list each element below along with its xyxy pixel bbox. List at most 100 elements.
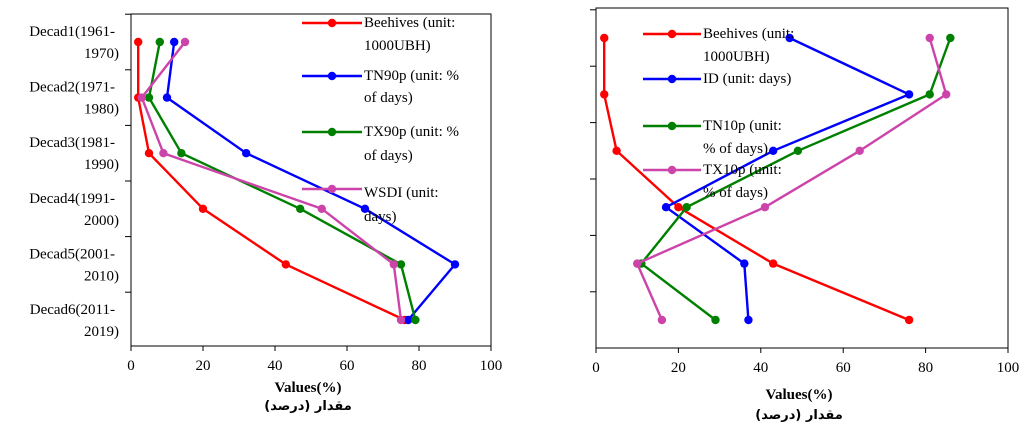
y-category-label-line: Decad4(1991-	[29, 191, 115, 207]
data-point	[711, 315, 720, 325]
data-point	[389, 260, 398, 269]
legend-entry: Beehives (unit: 1000UBH)	[643, 26, 794, 65]
x-tick-label: 40	[753, 360, 768, 376]
data-point	[661, 203, 671, 212]
data-point	[740, 259, 749, 268]
legend-swatch-marker	[667, 29, 677, 39]
legend-label: TN90p (unit: %	[364, 68, 459, 84]
series-1	[600, 33, 914, 325]
legend-label: 1000UBH)	[703, 49, 770, 65]
data-point	[600, 33, 609, 43]
data-point	[925, 33, 934, 43]
data-point	[904, 90, 914, 99]
y-category-label: Decad6(2011- 2019)	[30, 302, 119, 340]
x-tick-label: 0	[127, 358, 135, 374]
legend-label: TN10p (unit:	[703, 118, 782, 134]
data-point	[450, 260, 460, 269]
legend-swatch-marker	[327, 184, 337, 194]
y-category-label-line: 1990)	[84, 157, 119, 173]
legend-label: % of days)	[703, 185, 768, 201]
legend-label: ID (unit: days)	[703, 71, 791, 87]
x-tick-label: 80	[412, 358, 427, 374]
legend-entry: WSDI (unit: days)	[302, 184, 439, 225]
data-point	[170, 37, 179, 47]
y-category-label-line: Decad2(1971-	[29, 80, 115, 96]
data-point	[281, 260, 290, 269]
legend-label: Beehives (unit:	[364, 15, 455, 31]
series-line	[640, 37, 952, 321]
legend-entry: TN90p (unit: % of days)	[302, 68, 459, 106]
y-category-label-line: 2010)	[84, 268, 119, 284]
data-point	[600, 90, 609, 99]
legend-label: 1000UBH)	[364, 38, 431, 54]
data-point	[411, 315, 420, 325]
x-tick-label: 20	[671, 360, 686, 376]
legend-label: of days)	[364, 90, 413, 106]
series-line	[603, 38, 910, 322]
data-point	[657, 315, 667, 325]
series-line	[136, 42, 406, 322]
x-axis-subtitle: مقدار (درصد)	[264, 399, 352, 414]
data-point	[760, 203, 770, 212]
data-point	[155, 37, 164, 47]
y-category-label-line: Decad1(1961-	[29, 24, 115, 40]
data-point	[612, 146, 621, 155]
data-point	[317, 204, 326, 213]
data-point	[180, 37, 190, 47]
series-4	[633, 33, 951, 325]
legend-entry: TX90p (unit: % of days)	[302, 124, 459, 164]
chart-1: 0 20 40 60 80 100 Decad1(1961- 1970) Decad2(1971…	[29, 13, 502, 414]
legend-swatch-marker	[667, 74, 677, 84]
x-tick-label: 0	[592, 360, 600, 376]
y-category-label: Decad1(1961- 1970)	[29, 24, 119, 62]
series-line	[664, 36, 911, 321]
y-category-label: Decad3(1981- 1990)	[29, 135, 119, 173]
legend-label: % of days)	[703, 141, 768, 157]
legend-entry: ID (unit: days)	[643, 71, 791, 87]
data-point	[793, 146, 803, 155]
series-4	[137, 37, 406, 325]
series-line	[140, 41, 403, 321]
legend-label: WSDI (unit:	[364, 185, 439, 201]
data-point	[159, 149, 168, 158]
legend-entry: TX10p (unit: % of days)	[643, 162, 782, 201]
legend-entry: TN10p (unit: % of days)	[643, 118, 782, 157]
legend-swatch-marker	[327, 71, 337, 81]
data-point	[768, 146, 778, 155]
series-2	[162, 37, 460, 325]
y-category-label: Decad2(1971- 1980)	[29, 80, 119, 118]
series-2	[661, 33, 914, 325]
x-tick-label: 40	[268, 358, 283, 374]
data-point	[242, 149, 251, 158]
data-point	[674, 203, 683, 212]
y-category-label-line: Decad6(2011-	[30, 302, 115, 318]
legend-entry: Beehives (unit: 1000UBH)	[302, 15, 455, 54]
legend-swatch-marker	[667, 121, 677, 131]
data-point	[296, 204, 305, 213]
y-category-label: Decad4(1991- 2000)	[29, 191, 119, 229]
legend-label: of days)	[364, 148, 413, 164]
data-point	[682, 203, 691, 212]
data-point	[134, 37, 143, 47]
plot-frame	[595, 7, 1009, 349]
x-tick-label: 100	[997, 360, 1020, 376]
legend-swatch-marker	[327, 18, 337, 28]
data-point	[744, 315, 753, 325]
x-axis-subtitle: مقدار (درصد)	[755, 408, 843, 423]
y-category-label-line: 2000)	[84, 213, 119, 229]
data-point	[144, 93, 154, 102]
data-point	[137, 93, 146, 102]
series-line	[636, 37, 948, 321]
y-category-label-line: 1980)	[84, 102, 119, 118]
data-point	[144, 149, 154, 158]
x-tick-label: 60	[836, 360, 851, 376]
x-axis-title: Values(%)	[766, 387, 833, 403]
data-point	[768, 259, 778, 268]
legend-swatch-marker	[327, 127, 337, 137]
data-point	[855, 146, 864, 155]
y-category-label-line: Decad3(1981-	[29, 135, 115, 151]
data-point	[404, 315, 413, 325]
legend-swatch-marker	[667, 165, 677, 175]
series-3	[637, 33, 955, 325]
